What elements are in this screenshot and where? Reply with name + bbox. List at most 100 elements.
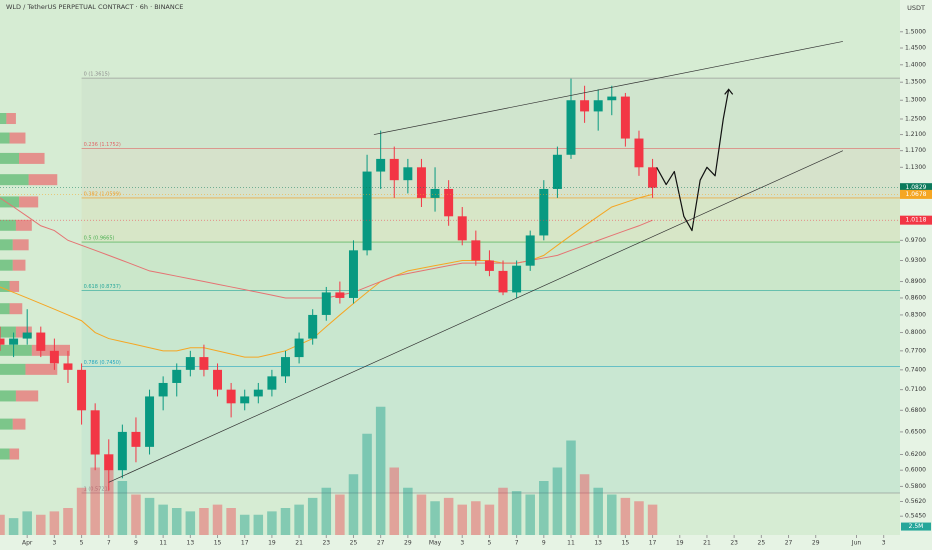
candle-body xyxy=(294,338,304,358)
profile-sell xyxy=(19,152,45,164)
candle-body xyxy=(389,158,399,181)
profile-sell xyxy=(15,219,32,231)
candle-body xyxy=(90,410,100,455)
volume-bar xyxy=(525,494,535,535)
volume-bar xyxy=(647,504,658,535)
x-tick-label: 11 xyxy=(159,540,167,547)
y-tick-label: 1.3000 xyxy=(905,97,926,104)
profile-sell xyxy=(28,174,58,186)
x-tick-label: 9 xyxy=(542,540,546,547)
volume-tag xyxy=(901,522,931,531)
y-tick-label: 0.6800 xyxy=(905,407,926,414)
y-tick-label: 0.6500 xyxy=(905,428,926,435)
x-tick-label: 17 xyxy=(241,540,249,547)
volume-bar xyxy=(375,406,386,535)
candle-body xyxy=(22,332,32,339)
x-tick-label: 25 xyxy=(758,540,766,547)
candle-body xyxy=(403,167,413,181)
currency: USDT xyxy=(907,4,925,12)
volume-bar xyxy=(8,518,19,535)
volume-bar xyxy=(22,511,32,535)
price-tag-label: 1.0678 xyxy=(906,191,927,198)
volume-bar xyxy=(634,501,644,535)
volume-bar xyxy=(239,514,250,535)
y-tick-label: 1.2500 xyxy=(905,116,926,123)
x-tick-label: 15 xyxy=(214,540,222,547)
x-tick-label: 7 xyxy=(107,540,111,547)
candle-body xyxy=(308,314,318,339)
x-tick-label: 21 xyxy=(295,540,303,547)
volume-bar xyxy=(212,504,223,535)
candle-body xyxy=(172,369,182,383)
fib-zone xyxy=(81,290,901,367)
candle-body xyxy=(131,431,141,447)
candle-body xyxy=(226,389,236,404)
candle-body xyxy=(145,396,155,447)
volume-bar xyxy=(620,497,631,535)
profile-sell xyxy=(15,390,39,402)
volume-bar xyxy=(294,504,304,535)
profile-sell xyxy=(9,280,20,292)
x-tick-label: 13 xyxy=(187,540,195,547)
time-axis-panel xyxy=(0,535,900,550)
y-tick-label: 1.1300 xyxy=(905,164,926,171)
x-tick-label: 27 xyxy=(377,540,385,547)
profile-sell xyxy=(19,196,39,208)
price-tag-label: 1.0118 xyxy=(906,217,927,224)
projection-arrow xyxy=(724,88,734,95)
candle-body xyxy=(416,167,426,198)
x-tick-label: 9 xyxy=(134,540,138,547)
candle-body xyxy=(267,376,277,390)
x-tick-label: 29 xyxy=(404,540,412,547)
y-tick-label: 0.9700 xyxy=(905,237,926,244)
candle-body xyxy=(104,454,114,471)
y-tick-label: 0.6000 xyxy=(905,467,926,474)
profile-buy xyxy=(0,344,32,356)
volume-bar xyxy=(185,511,196,535)
x-tick-label: 21 xyxy=(703,540,711,547)
volume-bar xyxy=(335,494,345,535)
volume-bar xyxy=(498,487,508,535)
x-tick-label: 7 xyxy=(515,540,519,547)
candle-body xyxy=(376,158,386,172)
volume-bar xyxy=(63,508,73,535)
volume-bar xyxy=(253,514,264,535)
volume-bar xyxy=(484,504,495,535)
y-tick-label: 0.7400 xyxy=(905,366,926,373)
profile-buy xyxy=(0,196,20,208)
y-tick-label: 0.5800 xyxy=(905,483,926,490)
x-tick-label: 15 xyxy=(622,540,630,547)
x-tick-label: 25 xyxy=(350,540,358,547)
y-tick-label: 1.4500 xyxy=(905,44,926,51)
profile-buy xyxy=(0,174,29,186)
volume-bar xyxy=(90,467,100,535)
fib-label: 0 (1.3615) xyxy=(84,72,110,78)
candle-body xyxy=(498,270,508,293)
profile-buy xyxy=(0,219,16,231)
candle-body xyxy=(484,260,494,271)
y-tick-label: 0.8900 xyxy=(905,278,926,285)
projection-path xyxy=(656,89,730,232)
y-tick-label: 0.5620 xyxy=(905,498,926,505)
volume-bar xyxy=(579,474,590,535)
profile-buy xyxy=(0,303,10,315)
volume-bar xyxy=(36,514,46,535)
x-tick-label: Apr xyxy=(22,540,33,547)
x-tick-label: Jun xyxy=(851,540,862,547)
x-tick-label: 17 xyxy=(649,540,657,547)
x-tick-label: 5 xyxy=(80,540,84,547)
y-tick-label: 0.8300 xyxy=(905,311,926,318)
volume-bar xyxy=(117,481,128,535)
candle-body xyxy=(362,171,372,251)
x-tick-label: 3 xyxy=(460,540,464,547)
x-tick-label: May xyxy=(429,540,442,547)
volume-bar xyxy=(158,504,168,535)
profile-sell xyxy=(12,418,26,430)
candle-body xyxy=(77,369,87,411)
volume-bar xyxy=(430,501,440,535)
profile-buy xyxy=(0,152,20,164)
candle-body xyxy=(539,188,549,236)
volume-bar xyxy=(131,494,141,535)
volume-bar xyxy=(49,511,60,535)
